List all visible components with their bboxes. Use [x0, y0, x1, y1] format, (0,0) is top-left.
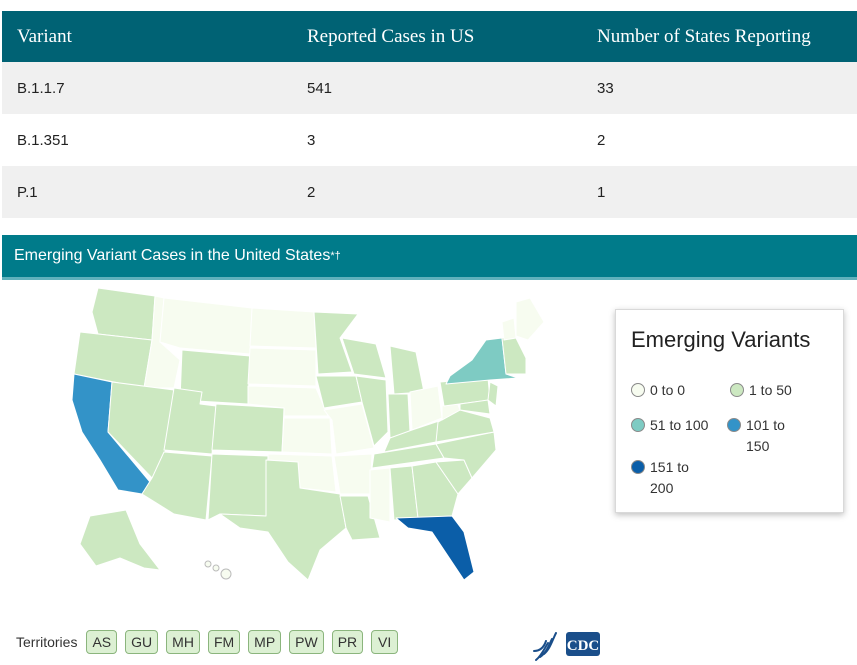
territories-bar: Territories AS GU MH FM MP PW PR VI [16, 630, 406, 654]
states-cell: 1 [582, 166, 857, 218]
states-cell: 2 [582, 114, 857, 166]
state-georgia[interactable] [411, 461, 459, 519]
state-kansas[interactable] [281, 417, 333, 455]
table-row: B.1.1.7 541 33 [2, 62, 857, 114]
table-header-row: Variant Reported Cases in US Number of S… [2, 11, 857, 62]
state-north-dakota[interactable] [249, 307, 317, 349]
state-illinois[interactable] [355, 375, 389, 447]
territory-button-mp[interactable]: MP [248, 630, 282, 654]
variants-table: Variant Reported Cases in US Number of S… [2, 11, 857, 218]
state-maine[interactable] [515, 297, 545, 341]
hhs-eagle-icon [533, 632, 557, 661]
territories-label: Territories [16, 634, 78, 650]
state-montana[interactable] [159, 297, 253, 355]
state-nebraska[interactable] [247, 385, 329, 417]
map-legend: Emerging Variants 0 to 0 1 to 50 51 to 1… [615, 309, 844, 513]
cdc-badge [566, 632, 600, 656]
state-colorado[interactable] [211, 403, 285, 453]
legend-label: 1 to 50 [749, 382, 792, 398]
state-mississippi[interactable] [369, 467, 391, 523]
state-missouri[interactable] [323, 403, 375, 455]
state-iowa[interactable] [315, 375, 363, 409]
state-wisconsin[interactable] [341, 337, 387, 379]
column-header-reported-cases: Reported Cases in US [292, 11, 582, 62]
territory-button-as[interactable]: AS [86, 630, 118, 654]
legend-swatch [631, 460, 645, 474]
legend-swatch [631, 383, 645, 397]
column-header-variant: Variant [2, 11, 292, 62]
cases-cell: 3 [292, 114, 582, 166]
map-title-marks: *† [330, 250, 341, 262]
legend-label: 0 to 0 [650, 382, 686, 398]
state-washington[interactable] [91, 287, 156, 341]
map-title: Emerging Variant Cases in the United Sta… [14, 247, 331, 264]
cdc-logo-text: CDC [567, 638, 600, 654]
state-new-mexico[interactable] [207, 453, 269, 521]
variant-cell: P.1 [2, 166, 292, 218]
territory-button-pw[interactable]: PW [289, 630, 324, 654]
cdc-logo[interactable]: CDC [530, 627, 605, 663]
variant-cell: B.1.351 [2, 114, 292, 166]
cases-cell: 2 [292, 166, 582, 218]
legend-item: 151 to 200 [631, 457, 711, 499]
legend-item: 1 to 50 [730, 380, 792, 401]
state-vermont-nh[interactable] [501, 317, 517, 341]
table-row: B.1.351 3 2 [2, 114, 857, 166]
state-hawaii[interactable] [204, 560, 232, 580]
legend-item: 101 to 150 [727, 415, 807, 457]
territory-button-mh[interactable]: MH [166, 630, 200, 654]
legend-label: 151 to 200 [650, 459, 689, 496]
cases-cell: 541 [292, 62, 582, 114]
state-michigan[interactable] [389, 345, 425, 395]
state-alaska[interactable] [79, 509, 161, 571]
state-south-dakota[interactable] [247, 347, 317, 387]
column-header-states-reporting: Number of States Reporting [582, 11, 857, 62]
legend-swatch [631, 418, 645, 432]
state-arkansas[interactable] [333, 453, 373, 495]
legend-item: 51 to 100 [631, 415, 708, 436]
legend-title: Emerging Variants [631, 327, 811, 352]
variant-cell: B.1.1.7 [2, 62, 292, 114]
table-row: P.1 2 1 [2, 166, 857, 218]
territory-button-pr[interactable]: PR [331, 630, 364, 654]
state-maryland[interactable] [459, 399, 491, 415]
states-cell: 33 [582, 62, 857, 114]
territory-button-fm[interactable]: FM [207, 630, 241, 654]
territory-button-vi[interactable]: VI [371, 630, 399, 654]
us-map[interactable] [40, 282, 560, 592]
state-minnesota[interactable] [313, 311, 359, 375]
map-header: Emerging Variant Cases in the United Sta… [2, 235, 857, 280]
state-new-jersey[interactable] [487, 381, 499, 407]
legend-item: 0 to 0 [631, 380, 685, 401]
state-florida[interactable] [395, 515, 475, 581]
legend-swatch [727, 418, 741, 432]
state-texas[interactable] [219, 459, 347, 581]
territory-button-gu[interactable]: GU [125, 630, 159, 654]
legend-label: 101 to 150 [746, 417, 785, 454]
legend-swatch [730, 383, 744, 397]
legend-label: 51 to 100 [650, 417, 709, 433]
